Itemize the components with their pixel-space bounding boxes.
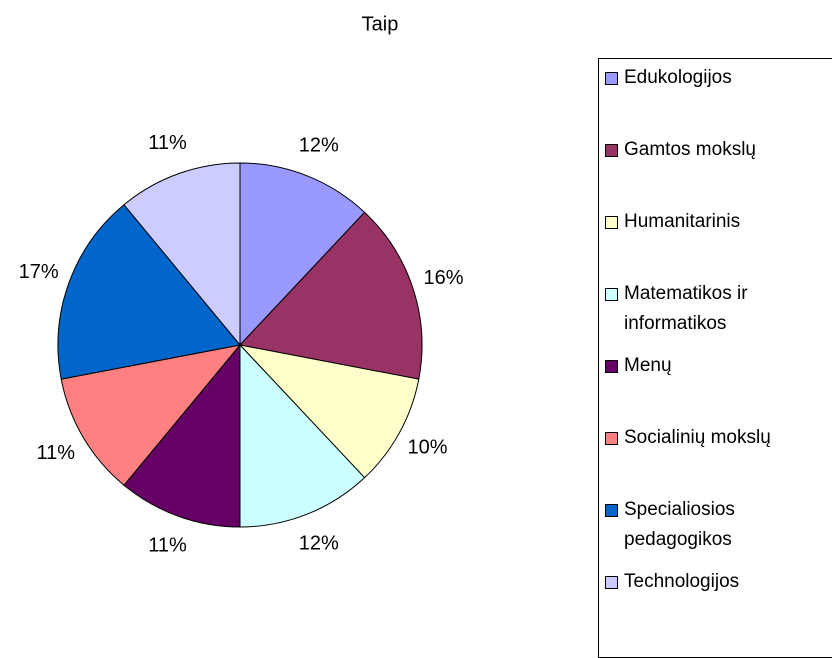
legend-swatch: [605, 432, 618, 445]
legend-item: Humanitarinis: [605, 207, 825, 237]
pie-slice: [238, 344, 420, 479]
pie-slice: [239, 162, 366, 347]
legend-label: Menų: [624, 355, 672, 376]
pie-slice: [57, 204, 241, 380]
legend-label: Gamtos mokslų: [624, 139, 756, 160]
legend: Edukologijos Gamtos mokslų Humanitarinis Ma…: [598, 58, 832, 658]
legend-item: Specialiosios pedagogikos: [605, 495, 825, 555]
legend-swatch: [605, 504, 618, 517]
legend-swatch: [605, 144, 618, 157]
data-label: 17%: [19, 261, 59, 283]
legend-label: Matematikos ir informatikos: [624, 283, 748, 334]
legend-label: Socialinių mokslų: [624, 427, 771, 448]
legend-item: Technologijos: [605, 567, 825, 597]
data-label: 10%: [408, 436, 448, 458]
data-label: 16%: [424, 267, 464, 289]
pie-slice: [239, 211, 423, 380]
legend-item: Socialinių mokslų: [605, 423, 825, 453]
data-label: 11%: [148, 535, 187, 557]
data-label: 12%: [299, 532, 339, 554]
chart: Taip 12% 16% 10% 12% 11% 11% 17% 11%: [19, 13, 464, 557]
page: {"chart_data": {"type": "pie", "title": …: [18, 13, 832, 658]
legend-swatch: [605, 576, 618, 589]
legend-label: Technologijos: [624, 571, 740, 592]
legend-item: Gamtos mokslų: [605, 135, 825, 165]
data-label: 12%: [299, 134, 339, 156]
legend-item: Matematikos ir informatikos: [605, 279, 825, 339]
data-label: 11%: [37, 442, 76, 464]
legend-item: Menų: [605, 351, 825, 381]
legend-item: Edukologijos: [605, 63, 825, 93]
chart-title: Taip: [362, 13, 399, 35]
pie-slice: [123, 343, 241, 528]
pie-slice: [239, 343, 366, 528]
pie-slice: [60, 344, 242, 486]
legend-swatch: [605, 360, 618, 373]
pie-slice: [123, 162, 241, 347]
legend-label: Specialiosios pedagogikos: [624, 499, 735, 550]
legend-swatch: [605, 216, 618, 229]
legend-label: Edukologijos: [624, 67, 732, 88]
legend-swatch: [605, 72, 618, 85]
data-label: 11%: [148, 132, 187, 154]
legend-swatch: [605, 288, 618, 301]
legend-label: Humanitarinis: [624, 211, 741, 232]
